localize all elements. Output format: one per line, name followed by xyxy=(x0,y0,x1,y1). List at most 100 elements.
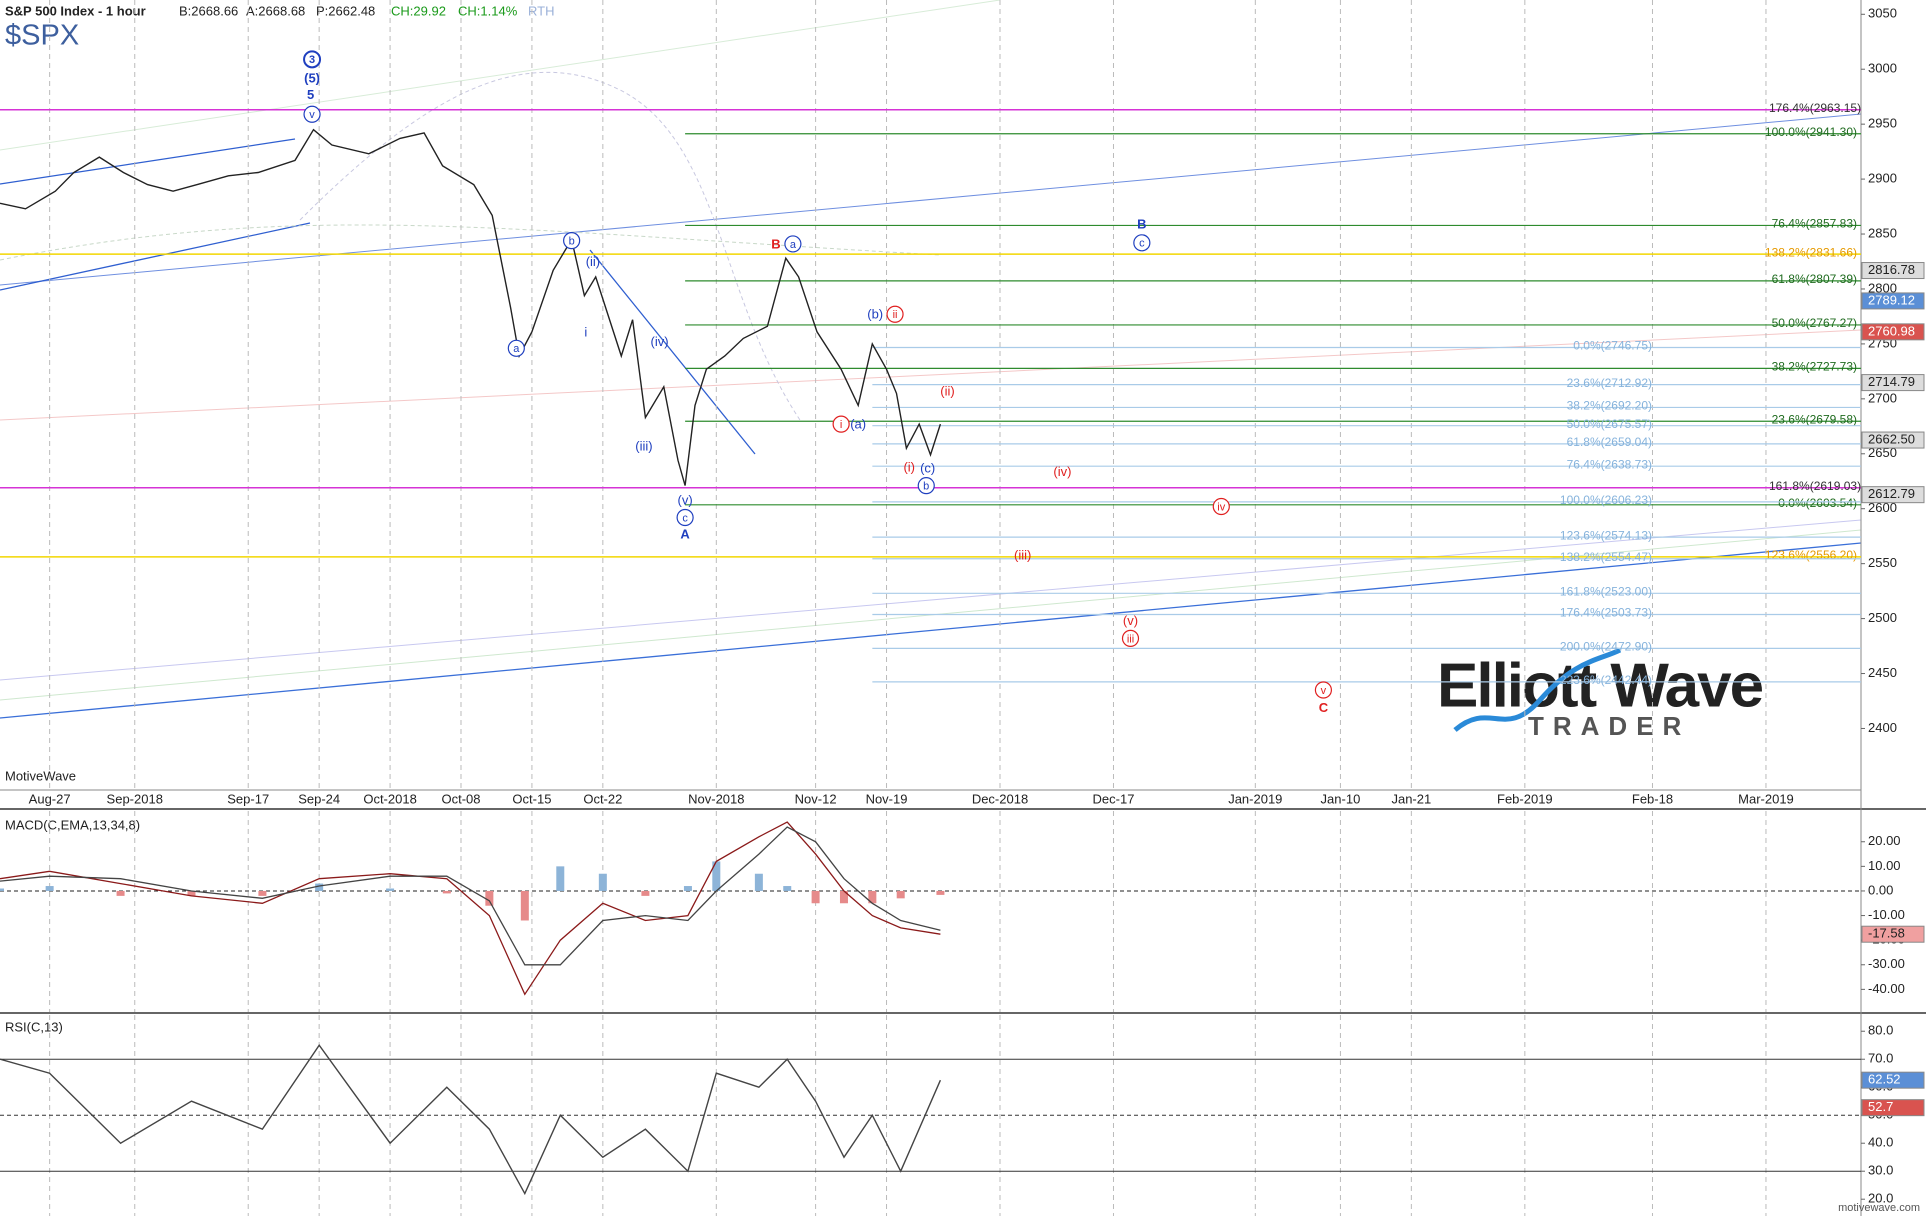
wave-label: (iii) xyxy=(635,439,652,454)
macd-line xyxy=(0,821,941,996)
x-tick-label: Aug-27 xyxy=(29,791,71,806)
wave-label: b xyxy=(923,481,929,493)
trend-line xyxy=(0,222,311,291)
change: CH:29.92 xyxy=(391,3,446,18)
fib-label: 38.2%(2692.20) xyxy=(1567,399,1652,413)
wave-label: i xyxy=(840,419,842,431)
price-tag-label: 52.7 xyxy=(1868,1099,1893,1114)
wave-label: a xyxy=(513,343,520,355)
price-tag xyxy=(1861,1071,1925,1089)
wave-label: (c) xyxy=(920,461,935,476)
histogram-bar xyxy=(783,886,792,891)
histogram-bar xyxy=(520,890,529,921)
price-tag xyxy=(1861,323,1925,341)
y-tick-label: 3000 xyxy=(1868,61,1897,76)
price-tag xyxy=(1861,292,1925,310)
y-tick-label: 80.0 xyxy=(1868,1023,1893,1038)
histogram-bar xyxy=(258,890,267,896)
histogram-bar xyxy=(683,886,692,891)
price-tag-label: 2662.50 xyxy=(1868,431,1915,446)
fib-label: 176.4%(2503.73) xyxy=(1560,606,1652,620)
symbol: $SPX xyxy=(5,20,79,52)
wave-label: C xyxy=(1319,700,1329,715)
y-tick-label: 0.00 xyxy=(1868,882,1893,897)
fib-label: 38.2%(2727.73) xyxy=(1772,360,1857,374)
logo-text: Elliott Wave xyxy=(1437,651,1763,720)
trend-line xyxy=(0,113,1862,286)
histogram-bar xyxy=(839,890,848,904)
x-tick-label: Dec-2018 xyxy=(972,791,1028,806)
wave-circle xyxy=(832,415,850,433)
histogram-bar xyxy=(485,890,494,906)
fib-label: 61.8%(2807.39) xyxy=(1772,272,1857,286)
wave-label: 3 xyxy=(309,54,315,66)
wave-circle xyxy=(1212,497,1230,516)
histogram-bar xyxy=(712,861,721,891)
wave-label: B xyxy=(771,236,780,251)
watermark: MotiveWave xyxy=(5,768,76,783)
histogram-bar xyxy=(187,890,196,896)
fib-label: 50.0%(2675.57) xyxy=(1567,417,1652,431)
envelope xyxy=(299,71,801,421)
price-tag-label: 62.52 xyxy=(1868,1072,1901,1087)
fib-label: 0.0%(2603.54) xyxy=(1778,496,1857,510)
wave-label: (iv) xyxy=(651,334,669,349)
logo-swoosh xyxy=(1453,647,1622,732)
histogram-bar xyxy=(116,890,125,896)
price-tag-label: -17.58 xyxy=(1868,926,1905,941)
histogram-bar xyxy=(556,866,565,891)
wave-label: iv xyxy=(1217,501,1225,513)
wave-label: i xyxy=(584,324,587,339)
y-tick-label: 2800 xyxy=(1868,280,1897,295)
session: RTH xyxy=(528,3,554,18)
price-tag xyxy=(1861,486,1925,504)
y-tick-label: 2550 xyxy=(1868,555,1897,570)
y-tick-label: 2850 xyxy=(1868,225,1897,240)
fib-label: 161.8%(2619.03) xyxy=(1769,479,1861,493)
site: motivewave.com xyxy=(1838,1202,1920,1214)
wave-label: (v) xyxy=(1123,613,1138,628)
y-tick-label: 2950 xyxy=(1868,116,1897,131)
fib-label: 61.8%(2659.04) xyxy=(1567,435,1652,449)
price-tag-label: 2612.79 xyxy=(1868,486,1915,501)
trend-line xyxy=(0,519,1862,681)
wave-circle xyxy=(1121,629,1140,647)
y-tick-label: -30.00 xyxy=(1868,956,1905,971)
fib-label: 23.6%(2679.58) xyxy=(1772,412,1857,426)
price-line xyxy=(0,1043,942,1196)
price-tag-label: 2760.98 xyxy=(1868,323,1915,338)
wave-label: b xyxy=(569,236,575,248)
wave-circle xyxy=(676,508,694,527)
fib-label: 76.4%(2638.73) xyxy=(1567,457,1652,471)
histogram-bar xyxy=(896,890,905,899)
change-pct: CH:1.14% xyxy=(458,3,518,18)
wave-label: ii xyxy=(893,309,898,321)
x-tick-label: Jan-10 xyxy=(1321,791,1361,806)
wave-label: A xyxy=(680,526,690,541)
y-tick-label: 3050 xyxy=(1868,6,1897,21)
histogram-bar xyxy=(45,886,54,891)
x-tick-label: Nov-19 xyxy=(866,791,908,806)
wave-label: 5 xyxy=(307,87,314,102)
histogram-bar xyxy=(0,888,4,891)
y-tick-label: 40.0 xyxy=(1868,1135,1893,1150)
trend-line xyxy=(0,0,1001,151)
rsi-title: RSI(C,13) xyxy=(5,1019,63,1034)
fib-label: 200.0%(2472.90) xyxy=(1560,640,1652,654)
x-tick-label: Nov-12 xyxy=(795,791,837,806)
price-tag-label: 2789.12 xyxy=(1868,292,1915,307)
x-tick-label: Feb-2019 xyxy=(1497,791,1553,806)
histogram-bar xyxy=(598,873,607,891)
wave-circle xyxy=(563,232,581,250)
wave-label: a xyxy=(790,239,797,251)
wave-label: B xyxy=(1137,217,1146,232)
histogram-bar xyxy=(386,888,395,891)
chart-title: S&P 500 Index - 1 hour xyxy=(5,3,146,18)
x-tick-label: Sep-2018 xyxy=(107,791,163,806)
x-tick-label: Oct-2018 xyxy=(363,791,416,806)
wave-label: (v) xyxy=(678,492,693,507)
price-tag xyxy=(1861,925,1925,943)
histogram-bar xyxy=(936,890,945,895)
